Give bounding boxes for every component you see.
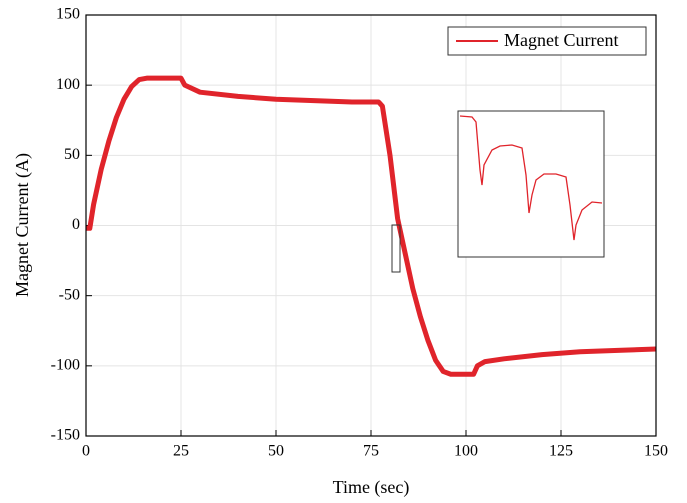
zoom-box	[391, 224, 401, 273]
x-tick-label: 50	[268, 443, 284, 460]
y-tick-label: -100	[51, 357, 80, 374]
x-axis-label: Time (sec)	[333, 477, 410, 498]
y-tick-label: 100	[56, 76, 80, 93]
y-tick-label: 50	[64, 146, 80, 163]
data-line	[86, 75, 657, 377]
x-tick-label: 75	[363, 443, 379, 460]
y-tick-label: -50	[59, 286, 80, 303]
y-axis-label: Magnet Current (A)	[12, 153, 33, 297]
x-tick-label: 150	[644, 443, 668, 460]
inset	[457, 110, 605, 258]
y-tick-label: 0	[72, 216, 80, 233]
legend-label: Magnet Current	[504, 30, 618, 50]
y-tick-label: -150	[51, 427, 80, 444]
x-tick-label: 0	[82, 443, 90, 460]
x-tick-label: 100	[454, 443, 478, 460]
inset-trace	[459, 115, 603, 241]
y-tick-label: 150	[56, 6, 80, 23]
plot-frame	[85, 14, 657, 437]
x-tick-label: 25	[173, 443, 189, 460]
x-tick-label: 125	[549, 443, 573, 460]
